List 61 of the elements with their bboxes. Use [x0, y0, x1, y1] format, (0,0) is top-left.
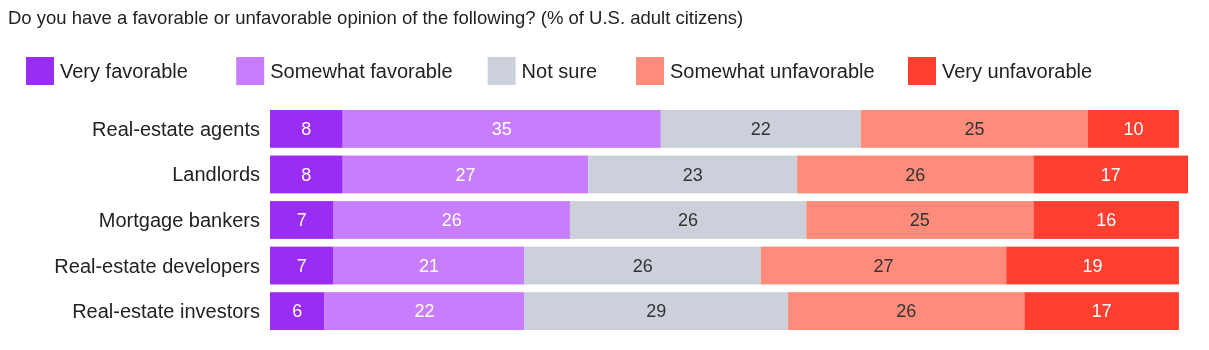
data-label: 25 [909, 210, 930, 231]
bar [270, 155, 343, 194]
data-label: 22 [414, 301, 435, 322]
bar [333, 201, 570, 239]
legend-label: Somewhat favorable [270, 60, 453, 82]
data-label: 27 [873, 255, 894, 276]
data-label: 26 [632, 255, 653, 276]
bar [797, 155, 1034, 194]
bar [270, 292, 325, 330]
legend-label: Not sure [521, 60, 598, 82]
data-label: 26 [896, 301, 917, 322]
data-label: 19 [1082, 255, 1103, 276]
data-label: 27 [455, 164, 476, 185]
bar [569, 201, 807, 239]
data-label: 26 [678, 210, 699, 231]
y-tick-label: Real-estate developers [54, 254, 260, 277]
bar [860, 110, 1089, 148]
chart-title: Do you have a favorable or unfavorable opinion of the following? (% of U.S. adult citizens) [8, 7, 744, 28]
data-label: 8 [301, 164, 312, 185]
bar [806, 201, 1034, 239]
bar [524, 246, 761, 285]
y-tick-label: Mortgage bankers [98, 209, 260, 231]
data-label: 21 [419, 255, 440, 276]
bar [270, 110, 343, 148]
bar [1088, 110, 1179, 148]
data-label: 7 [296, 255, 307, 276]
data-label: 17 [1091, 301, 1112, 322]
legend-label: Somewhat unfavorable [670, 60, 875, 82]
bar [1024, 292, 1179, 330]
bar [524, 292, 789, 330]
data-label: 10 [1123, 119, 1144, 140]
bar [270, 201, 334, 239]
y-tick-label: Landlords [172, 163, 260, 186]
data-label: 29 [646, 301, 667, 322]
data-label: 8 [301, 119, 312, 140]
legend-label: Very unfavorable [942, 60, 1093, 82]
y-tick-label: Real-estate agents [92, 117, 260, 140]
bar [1033, 201, 1179, 239]
data-label: 7 [296, 210, 307, 231]
data-label: 23 [682, 164, 703, 185]
data-label: 26 [905, 164, 926, 185]
data-label: 35 [491, 119, 512, 140]
data-label: 16 [1096, 210, 1117, 231]
bar [760, 246, 1007, 285]
data-label: 26 [441, 210, 462, 231]
bar [342, 155, 589, 194]
bar [342, 110, 661, 148]
bar [660, 110, 861, 148]
legend-label: Very favorable [60, 60, 188, 82]
data-label: 17 [1100, 164, 1121, 185]
y-tick-label: Real-estate investors [72, 300, 260, 323]
bar [270, 246, 334, 285]
data-label: 6 [292, 301, 303, 322]
bar [788, 292, 1025, 330]
bar [588, 155, 798, 194]
bar [324, 292, 525, 330]
data-label: 22 [750, 119, 771, 140]
bar [333, 246, 525, 285]
bar [1033, 155, 1189, 194]
bar [1006, 246, 1179, 285]
data-label: 25 [964, 119, 985, 140]
